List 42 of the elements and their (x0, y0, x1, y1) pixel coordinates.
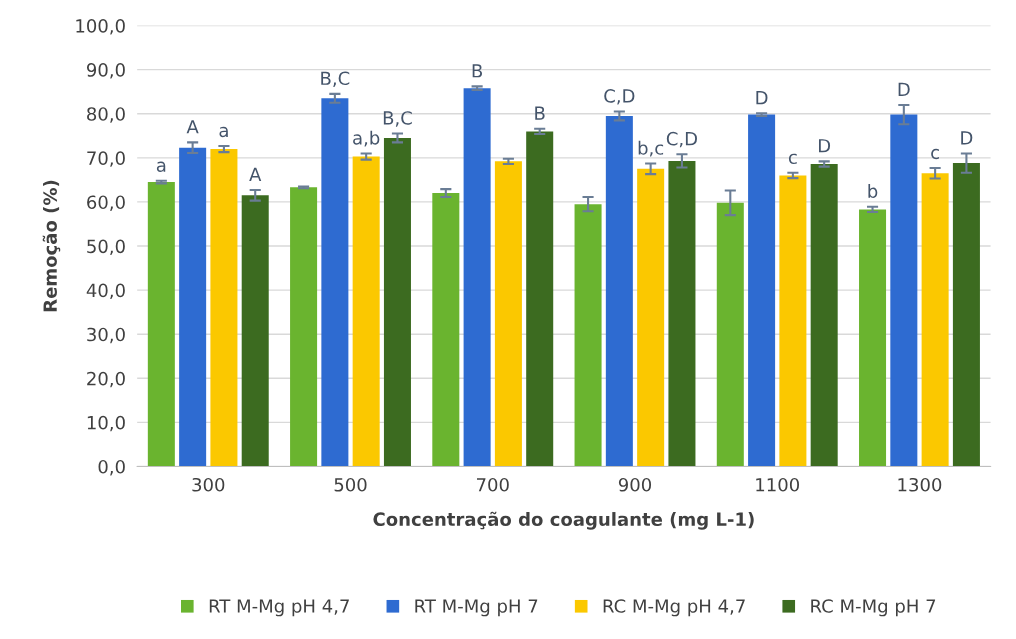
y-tick-label: 100,0 (76, 19, 125, 35)
y-tick-label: 40,0 (86, 283, 125, 300)
data-label: c (931, 148, 939, 160)
y-tick-label: 0,0 (98, 459, 125, 476)
y-tick-label: 60,0 (87, 195, 125, 211)
data-label: D (756, 91, 768, 105)
legend-label: RT M-Mg pH 4,7 (209, 599, 349, 617)
data-label: B (472, 64, 483, 78)
x-tick-label: 500 (334, 477, 367, 492)
x-tick-label: 900 (618, 477, 652, 492)
x-tick-label: 700 (477, 477, 509, 492)
x-tick-label: 1100 (756, 477, 800, 492)
legend-label: RT M-Mg pH 7 (415, 599, 538, 617)
data-label: C,D (604, 89, 635, 105)
y-axis-title: Remoção (%) (42, 180, 61, 312)
data-label: B (535, 106, 545, 120)
data-label: c (788, 153, 797, 165)
y-tick-label: 90,0 (86, 63, 125, 79)
data-label: C,D (666, 131, 697, 148)
y-tick-label: 70,0 (87, 151, 125, 167)
data-label: D (961, 131, 973, 145)
y-tick-label: 80,0 (87, 107, 125, 123)
legend-label: RC M-Mg pH 4,7 (603, 599, 745, 617)
data-label: D (898, 82, 910, 96)
x-tick-label: 1300 (898, 477, 942, 492)
data-label: b (868, 184, 878, 198)
legend-label: RC M-Mg pH 7 (811, 599, 936, 617)
data-label: B,C (321, 71, 350, 87)
data-label: A (249, 167, 262, 181)
y-tick-label: 20,0 (87, 371, 125, 388)
x-tick-label: 300 (192, 477, 225, 492)
data-label: A (186, 120, 199, 134)
x-axis-title: Concentração do coagulante (mg L-1) (373, 511, 754, 530)
data-label: D (819, 139, 831, 153)
y-tick-label: 10,0 (87, 415, 125, 432)
data-label: a,b (353, 130, 380, 147)
data-label: a (219, 126, 228, 138)
y-tick-label: 50,0 (87, 239, 125, 255)
data-label: a (156, 161, 166, 172)
y-tick-label: 30,0 (87, 327, 125, 344)
data-label: B,C (383, 111, 412, 127)
data-label: b,c (638, 140, 664, 157)
